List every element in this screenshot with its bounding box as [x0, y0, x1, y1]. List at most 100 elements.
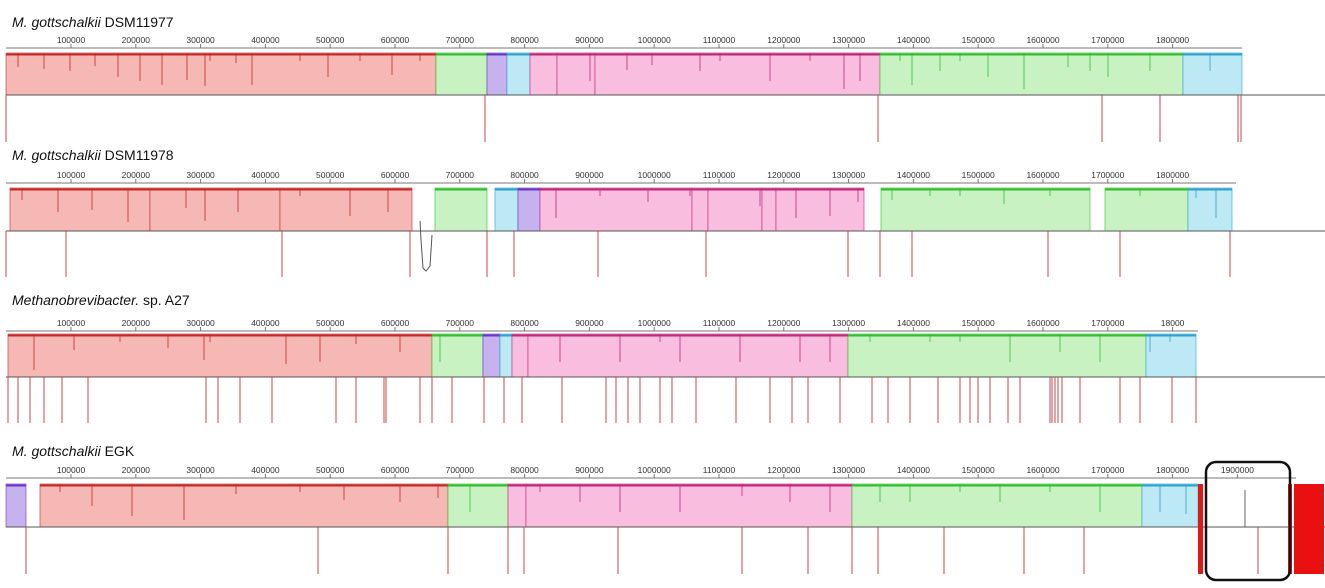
track-title-species: M. gottschalkii: [12, 147, 102, 163]
ruler-tick-label: 700000: [446, 170, 475, 180]
ruler-tick-label: 1300000: [832, 35, 865, 45]
ruler-tick-label: 1500000: [962, 465, 995, 475]
ruler-tick-label: 500000: [316, 465, 345, 475]
ruler-tick-label: 1000000: [638, 170, 671, 180]
ruler-tick-label: 700000: [446, 318, 475, 328]
ruler-tick-label: 300000: [186, 318, 215, 328]
coordinate-ruler: 100000 200000 300000 400000 500000 600000 7000…: [6, 318, 1198, 332]
ruler-tick-label: 900000: [575, 318, 604, 328]
inverted-trace: [419, 220, 433, 272]
lcb-pink: [525, 483, 853, 528]
ruler-tick-label: 800000: [510, 465, 539, 475]
lcb-pink: [539, 187, 693, 232]
ruler-tick-label: 1500000: [962, 35, 995, 45]
lcb-blocks: [5, 483, 1199, 528]
ruler-tick-label: 1100000: [703, 35, 736, 45]
ruler-tick-label: 1700000: [1091, 170, 1124, 180]
lcb-green: [1104, 187, 1189, 232]
ruler-tick-label: 1700000: [1091, 318, 1124, 328]
lcb-green: [879, 52, 1184, 96]
lcb-blue: [494, 187, 519, 232]
lcb-blue: [506, 52, 531, 96]
track-title-strain: DSM11977: [101, 14, 174, 30]
ruler-tick-label: 700000: [446, 35, 475, 45]
inverted-segment: [419, 220, 433, 272]
track-title-strain: sp. A27: [139, 292, 190, 308]
highlight-box: [1204, 460, 1292, 582]
lcb-green: [880, 187, 1091, 232]
ruler-tick-label: 500000: [316, 318, 345, 328]
lcb-pink: [775, 187, 865, 232]
ruler-tick-label: 400000: [251, 35, 280, 45]
ruler-tick-label: 900000: [575, 35, 604, 45]
ruler-tick-label: 1000000: [638, 318, 671, 328]
ruler-tick-label: 300000: [186, 170, 215, 180]
ruler-tick-label: 1600000: [1026, 35, 1059, 45]
ruler-tick-label: 200000: [122, 170, 151, 180]
lcb-blue: [1182, 52, 1243, 96]
ruler-tick-label: 1600000: [1026, 465, 1059, 475]
track-title-species: M. gottschalkii: [12, 14, 102, 30]
ruler-tick-label: 1500000: [962, 318, 995, 328]
red-segment: [1198, 484, 1203, 574]
ruler-tick-label: 1000000: [638, 465, 671, 475]
lcb-red: [9, 187, 151, 232]
ruler-tick-label: 700000: [446, 465, 475, 475]
ruler-tick-label: 400000: [251, 318, 280, 328]
red-segment: [1294, 484, 1324, 574]
ruler-tick-label: 1400000: [897, 35, 930, 45]
track-title: M. gottschalkii DSM11978: [12, 147, 174, 163]
lcb-red: [7, 333, 433, 378]
ruler-tick-label: 1800000: [1156, 35, 1189, 45]
ruler-tick-label: 1900000: [1221, 465, 1254, 475]
lcb-blue: [1141, 483, 1199, 528]
ruler-tick-label: 100000: [57, 170, 86, 180]
ruler-tick-label: 100000: [57, 318, 86, 328]
lcb-purple: [482, 333, 501, 378]
ruler-tick-label: 600000: [381, 170, 410, 180]
ruler-tick-label: 1800000: [1156, 465, 1189, 475]
ruler-tick-label: 800000: [510, 170, 539, 180]
track-title-strain: DSM11978: [101, 147, 174, 163]
track-dsm11978: M. gottschalkii DSM11978 100000 200000 3000…: [5, 147, 1325, 277]
lcb-green: [447, 483, 509, 528]
lcb-blocks: [9, 187, 1233, 232]
ruler-tick-label: 600000: [381, 465, 410, 475]
ruler-tick-label: 100000: [57, 35, 86, 45]
ruler-tick-label: 1300000: [832, 318, 865, 328]
lcb-pink: [594, 52, 881, 96]
ruler-tick-label: 800000: [510, 318, 539, 328]
ruler-tick-label: 300000: [186, 465, 215, 475]
track-title: Methanobrevibacter. sp. A27: [12, 292, 190, 308]
lcb-blocks: [7, 333, 1197, 378]
track-title: M. gottschalkii EGK: [12, 443, 135, 459]
ruler-tick-label: 1400000: [897, 170, 930, 180]
ruler-tick-label: 400000: [251, 465, 280, 475]
ruler-tick-label: 1100000: [703, 318, 736, 328]
lcb-red: [279, 187, 413, 232]
coordinate-ruler: 100000 200000 300000 400000 500000 600000 7000…: [6, 465, 1296, 479]
ruler-tick-label: 900000: [575, 465, 604, 475]
ruler-tick-label: 600000: [381, 35, 410, 45]
lcb-pink: [529, 52, 558, 96]
lcb-green: [435, 52, 488, 96]
ruler-tick-label: 1700000: [1091, 35, 1124, 45]
lcb-purple: [486, 52, 508, 96]
lcb-red: [5, 52, 437, 96]
ruler-tick-label: 1200000: [767, 465, 800, 475]
ruler-tick-label: 18000: [1161, 318, 1185, 328]
lcb-purple: [517, 187, 541, 232]
lcb-purple: [5, 483, 27, 528]
lcb-red: [149, 187, 281, 232]
ruler-tick-label: 200000: [122, 35, 151, 45]
ruler-tick-label: 200000: [122, 318, 151, 328]
lcb-green: [851, 483, 1143, 528]
egk-unique-region: [1198, 460, 1324, 582]
lcb-pink: [691, 187, 709, 232]
lcb-pink: [507, 483, 527, 528]
ruler-tick-label: 300000: [186, 35, 215, 45]
ruler-tick-label: 1800000: [1156, 170, 1189, 180]
ruler-tick-label: 1200000: [767, 318, 800, 328]
lcb-pink: [707, 187, 763, 232]
